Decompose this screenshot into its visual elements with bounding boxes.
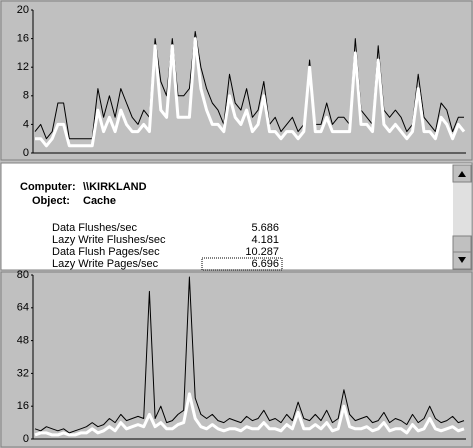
y-tick-label: 0 xyxy=(23,147,29,159)
y-tick-label: 4 xyxy=(23,118,29,130)
counter-value: 4.181 xyxy=(251,234,279,246)
series-line xyxy=(34,392,465,437)
y-tick-label: 12 xyxy=(17,61,29,73)
object-name: Cache xyxy=(83,195,116,207)
down-arrow xyxy=(458,257,466,263)
series-line xyxy=(34,276,465,434)
y-tick-label: 32 xyxy=(17,367,29,379)
details-panel xyxy=(0,162,473,271)
counter-name: Data Flushes/sec xyxy=(52,222,137,234)
counter-value: 6.696 xyxy=(251,258,279,270)
y-tick-label: 48 xyxy=(17,335,29,347)
selected-value-box xyxy=(201,257,283,271)
counter-value: 10.287 xyxy=(245,246,279,258)
y-tick-label: 0 xyxy=(23,433,29,445)
computer-name: \\KIRKLAND xyxy=(83,181,147,193)
y-tick-label: 16 xyxy=(17,400,29,412)
y-tick-label: 20 xyxy=(17,4,29,16)
counter-value: 5.686 xyxy=(251,222,279,234)
computer-label: Computer: xyxy=(20,181,76,193)
y-tick-label: 8 xyxy=(23,90,29,102)
scroll-thumb[interactable] xyxy=(452,235,472,253)
series-line xyxy=(35,37,466,148)
counter-name: Lazy Write Pages/sec xyxy=(52,258,159,270)
plot-area xyxy=(33,275,466,439)
y-tick-label: 16 xyxy=(17,33,29,45)
object-label: Object: xyxy=(32,195,70,207)
up-arrow xyxy=(458,171,466,177)
y-tick-label: 64 xyxy=(17,302,29,314)
counter-name: Lazy Write Flushes/sec xyxy=(52,234,166,246)
counter-name: Data Flush Pages/sec xyxy=(52,246,160,258)
y-tick-label: 80 xyxy=(17,269,29,281)
series-line xyxy=(34,31,464,140)
